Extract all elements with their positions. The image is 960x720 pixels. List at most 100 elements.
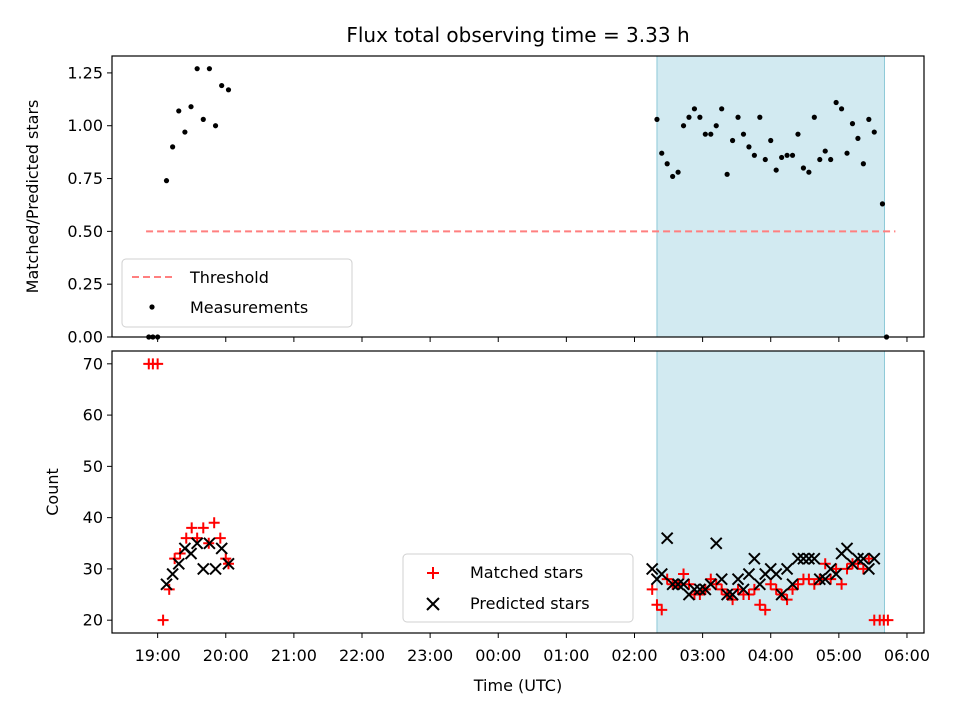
measurement-point: [757, 114, 763, 120]
measurement-point: [879, 201, 886, 207]
legend-matched-label: Matched stars: [470, 563, 583, 582]
count-y-tick-label: 20: [83, 611, 103, 630]
measurement-point: [206, 66, 213, 72]
x-tick-label: 21:00: [271, 646, 317, 665]
predicted-star-point: [786, 578, 799, 591]
x-tick-label: 03:00: [680, 646, 726, 665]
matched-star-point: [651, 599, 663, 611]
measurement-point: [779, 154, 785, 161]
matched-star-point: [152, 358, 164, 370]
predicted-star-point: [862, 562, 876, 576]
matched-star-point: [705, 573, 717, 585]
x-tick-label: 19:00: [135, 646, 181, 665]
measurement-point: [740, 131, 747, 137]
predicted-star-point: [720, 588, 734, 601]
predicted-star-point: [868, 552, 881, 565]
x-tick-label: 01:00: [543, 646, 589, 665]
measurement-point: [784, 152, 790, 158]
predicted-star-point: [780, 562, 794, 576]
predicted-star-point: [731, 572, 745, 586]
predicted-star-point: [184, 547, 198, 560]
matched-star-point: [759, 604, 771, 616]
x-tick-label: 02:00: [611, 646, 657, 665]
predicted-star-point: [671, 578, 685, 591]
predicted-star-point: [840, 542, 854, 555]
matched-star-point: [857, 563, 869, 575]
matched-star-point: [787, 583, 799, 595]
chart-title: Flux total observing time = 3.33 h: [346, 23, 689, 47]
measurement-point: [163, 178, 170, 184]
measurement-point: [219, 82, 225, 89]
predicted-star-point: [688, 583, 701, 596]
measurement-point: [746, 144, 752, 150]
measurement-point: [866, 116, 872, 122]
ratio-y-tick-label: 0.25: [67, 275, 103, 294]
matched-star-point: [214, 532, 226, 544]
measurement-point: [806, 169, 812, 175]
ratio-legend: Threshold Measurements: [121, 258, 353, 328]
measurement-point: [762, 156, 768, 163]
predicted-star-point: [209, 562, 222, 576]
measurement-point: [675, 169, 681, 175]
x-tick-label: 23:00: [407, 646, 453, 665]
legend-threshold-label: Threshold: [189, 268, 269, 287]
matched-star-point: [678, 568, 690, 580]
count-y-tick-label: 60: [83, 406, 103, 425]
measurement-point: [200, 116, 206, 122]
legend-predicted-label: Predicted stars: [470, 594, 590, 613]
legend-matched-marker: [427, 567, 439, 579]
legend-predicted-marker: [426, 597, 440, 611]
predicted-star-point: [160, 578, 173, 591]
measurement-point: [713, 123, 719, 129]
measurement-point: [768, 137, 774, 144]
predicted-star-point: [710, 537, 723, 550]
count-legend: Matched stars Predicted stars: [402, 553, 634, 623]
predicted-star-point: [797, 552, 810, 565]
predicted-star-point: [808, 552, 821, 565]
matched-star-point: [208, 517, 220, 529]
ratio-observing-span: [656, 55, 885, 338]
matched-star-point: [765, 578, 777, 590]
measurement-point: [654, 116, 660, 122]
matched-star-point: [186, 522, 198, 534]
predicted-star-point: [704, 578, 717, 591]
measurement-point: [724, 171, 730, 177]
measurement-point: [697, 114, 703, 120]
matched-star-point: [191, 532, 203, 544]
measurement-point: [176, 108, 182, 114]
matched-star-point: [863, 553, 875, 565]
ratio-y-tick-label: 0.75: [67, 169, 103, 188]
matched-star-point: [180, 532, 192, 544]
measurement-point: [871, 129, 877, 135]
measurement-point: [849, 121, 856, 127]
predicted-star-point: [645, 562, 659, 576]
measurement-point: [659, 150, 665, 156]
predicted-star-point: [222, 557, 235, 570]
measurement-point: [844, 150, 850, 156]
measurement-point: [822, 148, 828, 154]
ratio-panel: 0.00 0.25 0.50 0.75 1.00 1.25 Matched/Predict…: [23, 55, 925, 347]
measurement-point: [194, 66, 200, 72]
legend-measurements-swatch: [149, 304, 155, 310]
count-y-tick-label: 40: [83, 508, 103, 527]
count-y-tick-label: 70: [83, 354, 103, 373]
matched-star-point: [830, 563, 842, 575]
matched-star-point: [836, 578, 848, 590]
predicted-star-point: [769, 567, 783, 581]
measurement-point: [789, 152, 796, 158]
count-panel: 20 30 40 50 60 70 Count 19:00 20:00 21:00 22:00 2…: [43, 350, 930, 695]
measurement-point: [751, 152, 757, 158]
count-panel-frame: [111, 350, 925, 634]
ratio-y-tick-label: 1.00: [67, 116, 103, 135]
x-tick-label: 06:00: [884, 646, 930, 665]
measurement-point: [212, 123, 219, 129]
measurement-point: [855, 135, 861, 141]
matched-star-point: [656, 604, 668, 616]
measurement-point: [860, 161, 866, 167]
predicted-star-point: [819, 572, 832, 586]
predicted-star-point: [742, 567, 756, 581]
predicted-star-point: [802, 552, 816, 565]
measurement-point: [225, 87, 232, 93]
predicted-star-point: [660, 531, 674, 545]
